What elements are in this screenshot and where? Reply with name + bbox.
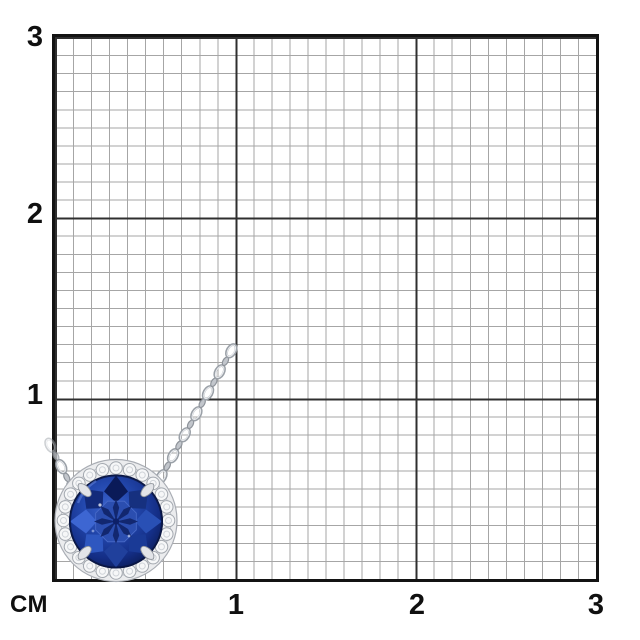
y-axis-label-3: 3 (26, 21, 43, 53)
y-axis-label-2: 2 (26, 198, 43, 230)
sapphire-stone (69, 474, 163, 569)
unit-label-cm: СМ (10, 591, 49, 618)
y-axis-label-1: 1 (26, 379, 43, 411)
chain-right (153, 341, 240, 487)
x-axis-label-1: 1 (227, 589, 245, 621)
x-axis-label-3: 3 (587, 589, 605, 621)
x-axis-label-2: 2 (408, 589, 426, 621)
